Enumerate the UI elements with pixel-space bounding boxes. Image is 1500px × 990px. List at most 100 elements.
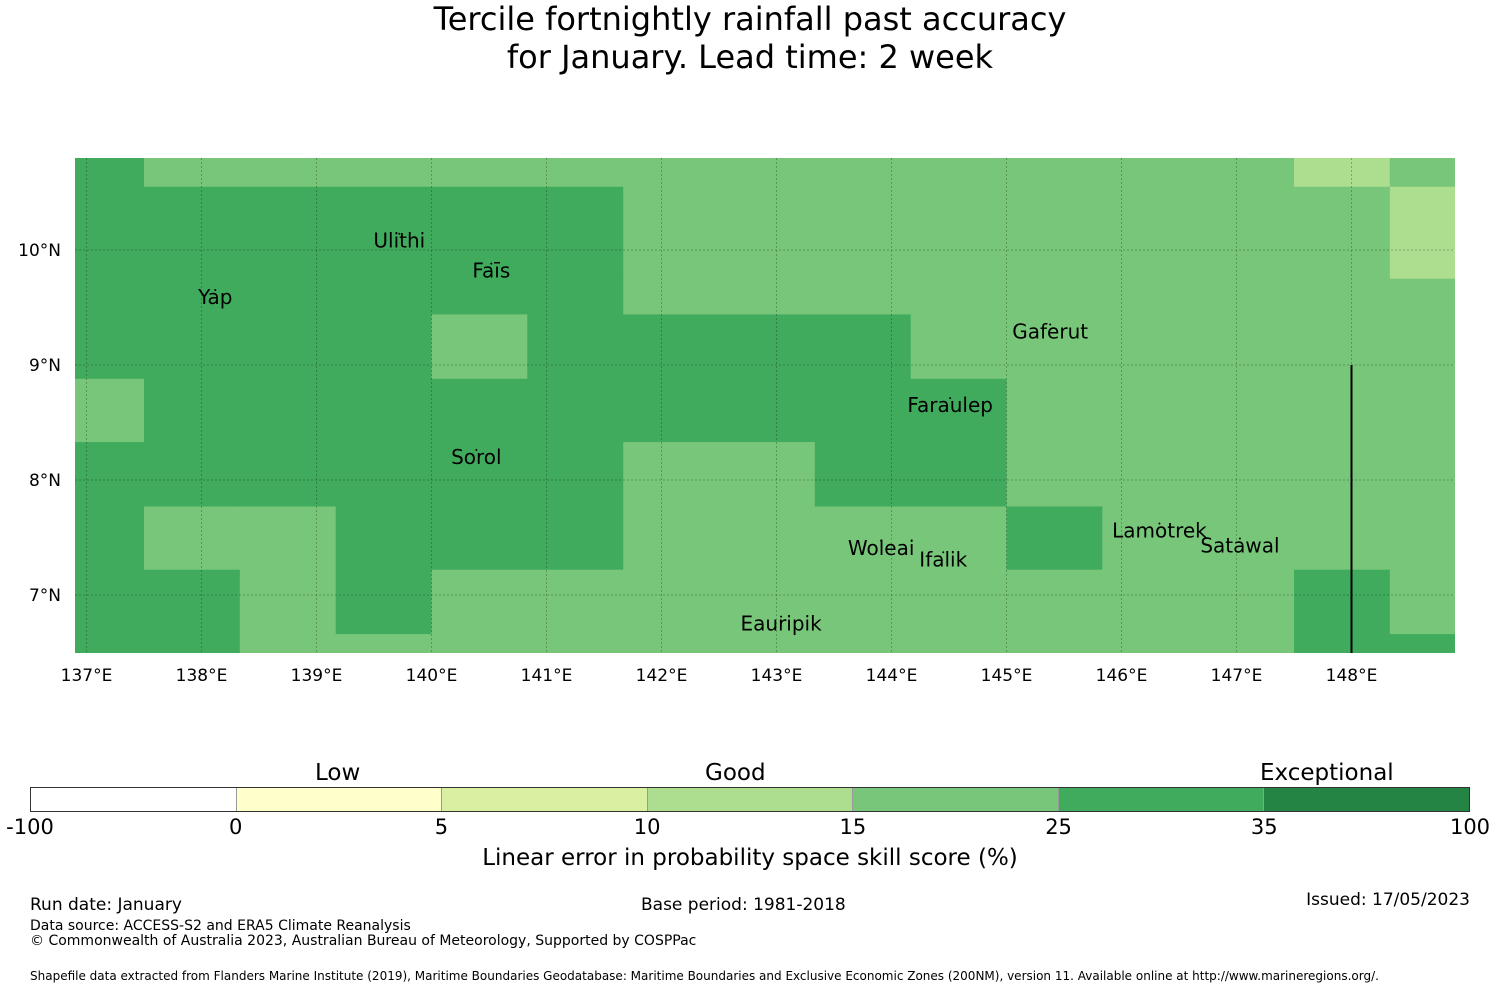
grid-cell [910,186,1007,280]
grid-cell [1006,378,1103,443]
grid-cell [719,634,816,653]
grid-cell [910,506,1007,571]
grid-cell [1389,158,1455,188]
grid-cell [719,186,816,280]
grid-cell [431,378,528,443]
grid-cell [335,314,432,380]
grid-cell [75,158,145,188]
colorbar-segment [1263,788,1470,811]
grid-cell [335,186,432,280]
colorbar-category-exceptional: Exceptional [1260,760,1394,786]
grid-cell [1102,442,1199,507]
place-label: Faraulep [907,393,993,417]
grid-cell [814,186,912,280]
longitude-tick-label: 139°E [291,666,343,686]
grid-cell [527,506,624,571]
grid-cell [814,158,912,188]
grid-cell [431,314,528,380]
longitude-tick-label: 145°E [981,666,1033,686]
grid-cell [75,634,145,653]
colorbar-segment [646,788,853,811]
colorbar-segment [852,788,1058,811]
grid-cell [1006,569,1103,635]
grid-cell [144,634,241,653]
grid-cell [1294,378,1391,443]
grid-cell [239,278,337,315]
grid-cell [527,634,624,653]
grid-cell [1294,634,1391,653]
island-marker [1049,323,1052,326]
latitude-tick-label: 9°N [29,356,61,376]
island-marker [880,539,883,542]
grid-cell [1389,634,1455,653]
longitude-tick-label: 137°E [61,666,113,686]
grid-cell [623,314,720,380]
grid-cell [814,506,912,571]
place-label: Ulithi [373,229,425,253]
colorbar-tick-label: -100 [6,815,54,839]
grid-cell [239,569,337,635]
grid-cell [431,569,528,635]
colorbar-segment [1057,788,1264,811]
longitude-tick-label: 144°E [866,666,918,686]
grid-cell [335,506,432,571]
longitude-tick-label: 140°E [406,666,458,686]
grid-cell [719,506,816,571]
grid-cell [623,634,720,653]
island-marker [1158,522,1161,525]
grid-cell [1294,314,1391,380]
grid-cell [527,442,624,507]
run-date: Run date: January [30,895,182,915]
grid-cell [1102,186,1199,280]
grid-cell [239,186,337,280]
island-marker [398,232,401,235]
grid-cell [75,442,145,507]
longitude-tick-label: 147°E [1211,666,1263,686]
map-title-line2: for January. Lead time: 2 week [506,38,994,76]
grid-cell [75,506,145,571]
grid-cell [1102,378,1199,443]
place-label: Ifalik [919,547,967,571]
grid-cell [1102,506,1199,571]
grid-cell [1006,158,1103,188]
grid-cell [910,442,1007,507]
place-labels: Ulithi Faīs Yap Gaferut Faraulep Sorol Lamotre… [197,229,1279,636]
grid-cell [431,506,528,571]
place-label: Gaferut [1012,320,1088,344]
colorbar-tick-label: 15 [839,815,867,839]
colorbar-label: Linear error in probability space skill … [482,845,1018,871]
grid-cell [1102,314,1199,380]
colorbar-tick-label: 5 [434,815,449,839]
grid-cell [1294,442,1391,507]
grid-cell [431,158,528,188]
grid-cell [1006,278,1103,315]
longitude-tick-label: 138°E [176,666,228,686]
grid-cell [1294,186,1391,280]
grid-cell [431,634,528,653]
grid-cell [1102,278,1199,315]
grid-cell [814,278,912,315]
grid-cell [814,442,912,507]
grid-cell [1102,634,1199,653]
grid-cell [719,278,816,315]
grid-cell [239,442,337,507]
grid-cell [239,158,337,188]
map: Ulithi Faīs Yap Gaferut Faraulep Sorol Lamotre… [18,158,1455,686]
grid-cell [1006,186,1103,280]
grid-cell [144,186,241,280]
grid-cell [719,442,816,507]
longitude-tick-label: 142°E [636,666,688,686]
grid-cell [623,378,720,443]
grid-cell [814,634,912,653]
grid-cell [1294,506,1391,571]
grid-cell [1198,442,1295,507]
grid-cell [1006,442,1103,507]
grid-cell [144,569,241,635]
grid-cell [719,158,816,188]
colorbar-segment [31,788,236,811]
grid-cell [1389,378,1455,443]
grid-cell [1102,158,1199,188]
grid-cell [335,378,432,443]
grid-cell [144,158,241,188]
grid-cell [431,186,528,280]
